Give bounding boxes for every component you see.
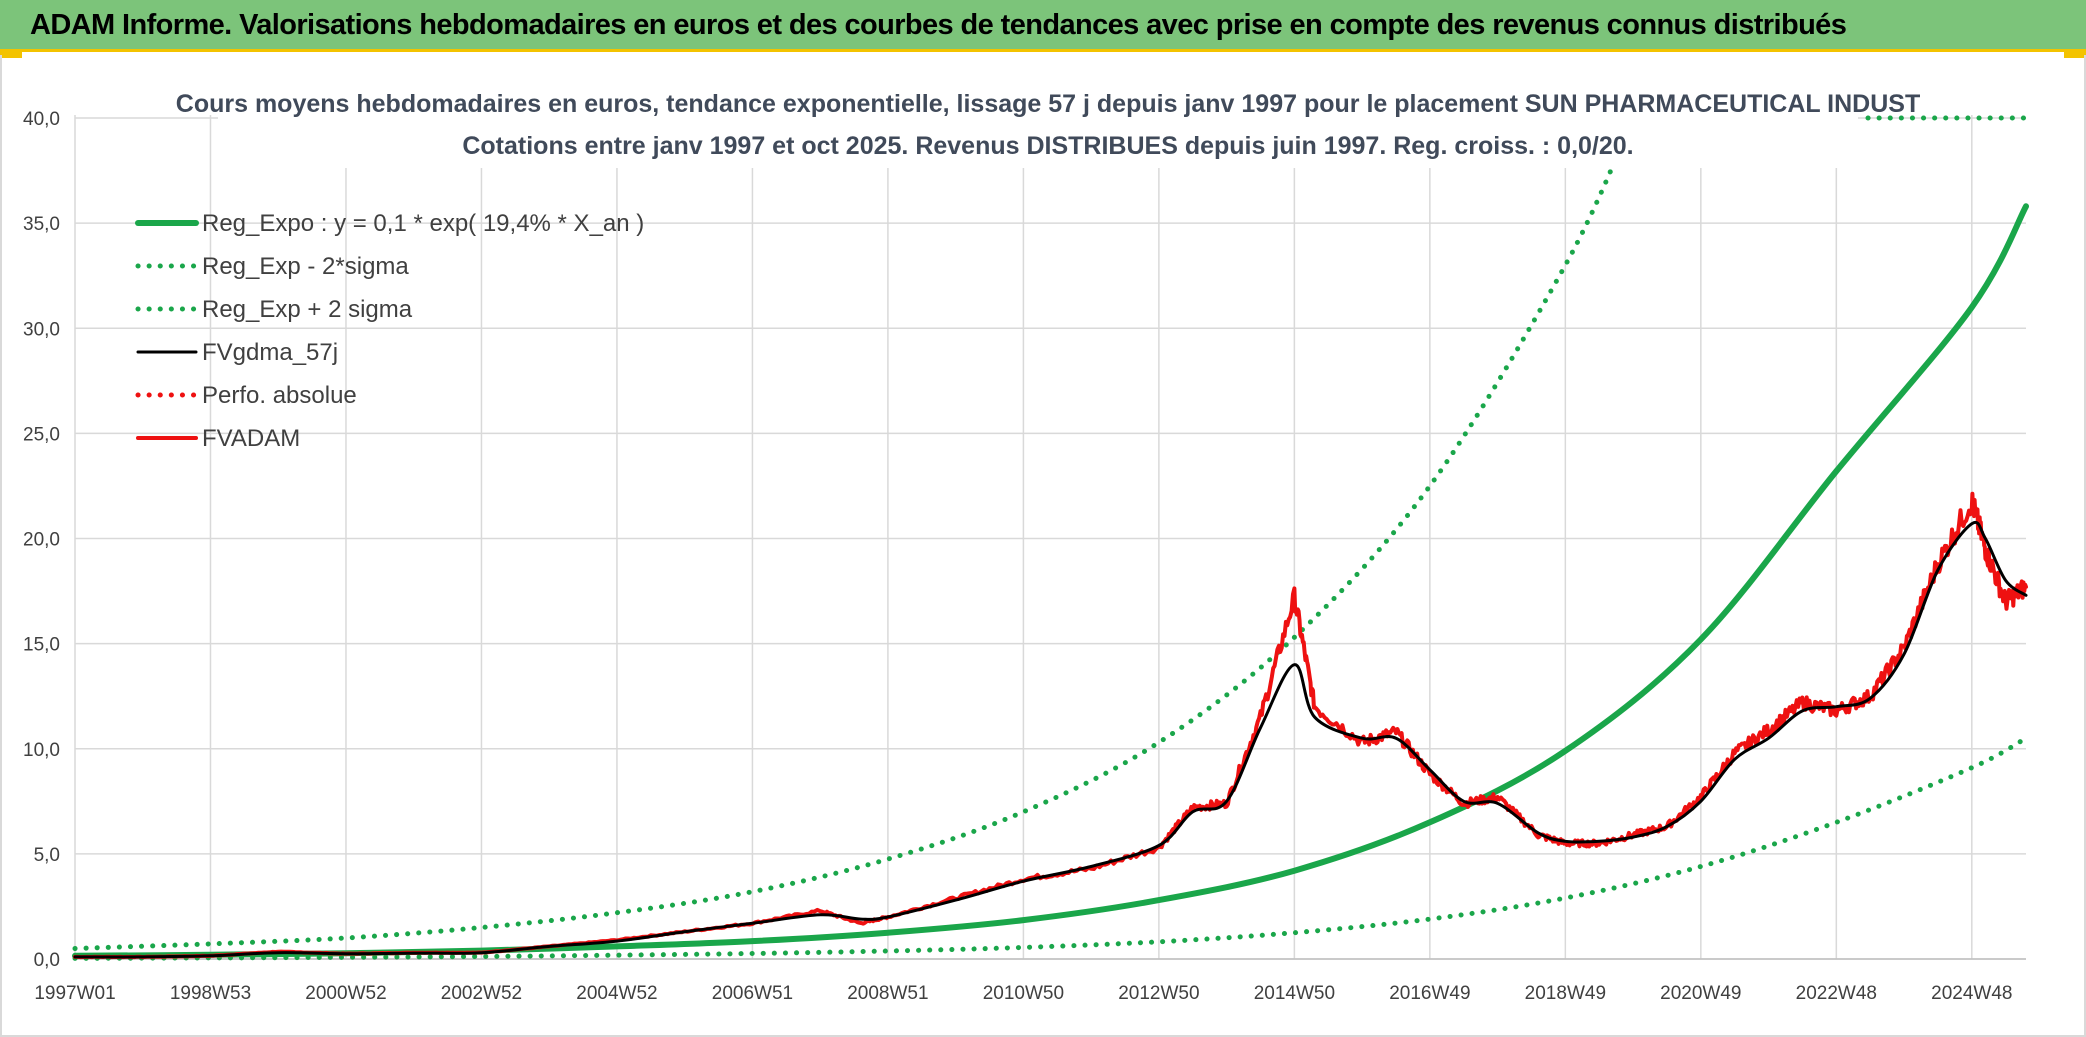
report-header: ADAM Informe. Valorisations hebdomadaire… [0, 0, 2086, 52]
x-tick-label: 2002W52 [441, 983, 522, 1004]
legend-label: Reg_Expo : y = 0,1 * exp( 19,4% * X_an ) [202, 210, 644, 237]
x-tick-label: 2020W49 [1660, 983, 1741, 1004]
series-line-1 [72, 735, 2029, 961]
y-tick-label: 10,0 [23, 740, 60, 761]
legend-label: FVADAM [202, 425, 300, 452]
x-tick-label: 2012W50 [1118, 983, 1199, 1004]
right-corner-mark [2064, 52, 2086, 58]
series-line-3 [73, 521, 2028, 959]
y-tick-label: 15,0 [23, 635, 60, 656]
x-tick-label: 2008W51 [847, 983, 928, 1004]
y-tick-label: 5,0 [34, 845, 60, 866]
series-line-5 [73, 491, 2028, 960]
series-lines [72, 115, 2029, 961]
y-axis-ticks: 0,0 5,0 10,0 15,0 20,0 25,0 30,0 35,0 40,0 [23, 109, 60, 971]
x-tick-label: 2004W52 [576, 983, 657, 1004]
y-tick-label: 25,0 [23, 424, 60, 445]
series-line-2 [72, 115, 1636, 951]
x-axis-ticks: 1997W01 1998W53 2000W52 2002W52 2004W52 2006W… [34, 983, 2012, 1004]
legend-label: Perfo. absolue [202, 382, 357, 409]
x-tick-label: 2006W51 [712, 983, 793, 1004]
title-background [218, 85, 1858, 168]
chart-legend: Reg_Expo : y = 0,1 * exp( 19,4% * X_an )… [135, 210, 644, 452]
x-tick-label: 2024W48 [1931, 983, 2012, 1004]
y-tick-label: 35,0 [23, 214, 60, 235]
x-tick-label: 2010W50 [983, 983, 1064, 1004]
chart-subtitle: Cotations entre janv 1997 et oct 2025. R… [462, 132, 1633, 160]
x-tick-label: 1997W01 [34, 983, 115, 1004]
chart-title: Cours moyens hebdomadaires en euros, ten… [176, 90, 1920, 118]
x-tick-label: 2016W49 [1389, 983, 1470, 1004]
y-tick-label: 0,0 [34, 950, 60, 971]
y-tick-label: 30,0 [23, 319, 60, 340]
x-tick-label: 2018W49 [1525, 983, 1606, 1004]
report-title: ADAM Informe. Valorisations hebdomadaire… [30, 9, 1847, 41]
legend-label: Reg_Exp + 2 sigma [202, 296, 413, 323]
legend-label: Reg_Exp - 2*sigma [202, 253, 409, 280]
y-tick-label: 20,0 [23, 530, 60, 551]
x-tick-label: 2014W50 [1254, 983, 1335, 1004]
x-tick-label: 2000W52 [305, 983, 386, 1004]
left-corner-mark [0, 52, 22, 58]
y-tick-label: 40,0 [23, 109, 60, 130]
legend-label: FVgdma_57j [202, 339, 338, 366]
x-tick-label: 1998W53 [170, 983, 251, 1004]
grid-lines [74, 115, 2026, 960]
chart-frame [0, 55, 2086, 1037]
x-tick-label: 2022W48 [1796, 983, 1877, 1004]
